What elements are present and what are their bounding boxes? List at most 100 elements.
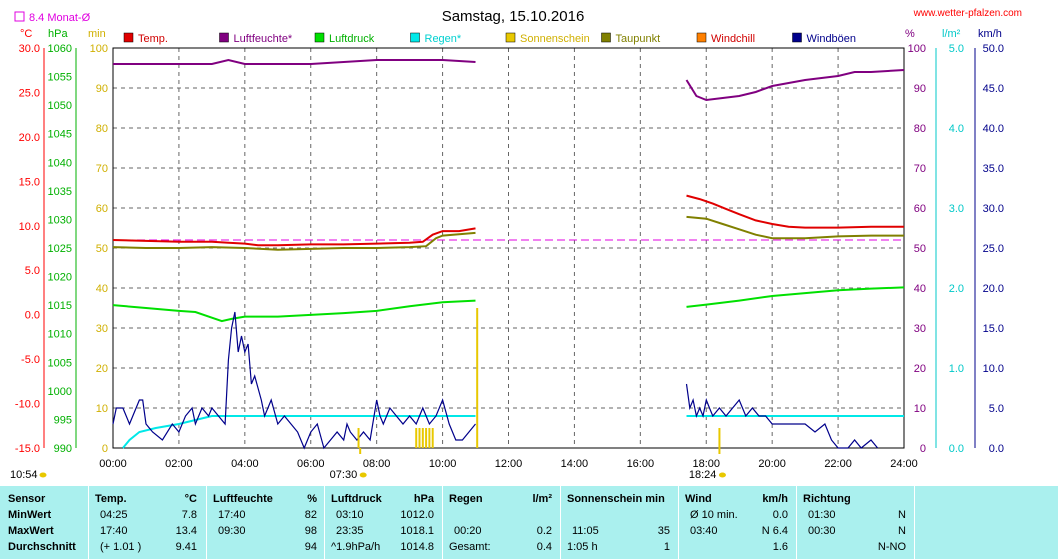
- hdr-humidity-unit: %: [307, 493, 317, 505]
- temp-time: 04:25: [100, 509, 128, 521]
- temp-value: 7.8: [181, 509, 197, 521]
- tick-humidity: 30: [914, 323, 926, 335]
- sun-value: 1: [663, 541, 670, 553]
- legend-swatch-3: [410, 32, 420, 43]
- pressure-value: 1012.0: [400, 509, 434, 521]
- tick-sun: 40: [96, 283, 108, 295]
- humidity-value: 82: [304, 509, 317, 521]
- pressure-time: 23:35: [336, 525, 364, 537]
- tick-temp: 25.0: [19, 87, 40, 99]
- hdr-direction: Richtung: [803, 493, 851, 505]
- series-line: [112, 227, 476, 247]
- humidity-time: 09:30: [218, 525, 246, 537]
- temp-value: 9.41: [175, 541, 197, 553]
- tick-rain: 0.0: [949, 443, 964, 455]
- series-line: [686, 194, 904, 229]
- tick-pressure: 1025: [48, 243, 72, 255]
- legend-label: Windböen: [807, 33, 857, 45]
- rain-value: 0.2: [536, 525, 552, 537]
- tick-x: 16:00: [627, 458, 655, 470]
- tick-pressure: 995: [54, 414, 72, 426]
- series-line: [113, 58, 476, 65]
- tick-x: 06:00: [297, 458, 325, 470]
- tick-humidity: 80: [914, 123, 926, 135]
- stats-row-min: MinWert 04:25 7.8 17:40 82 03:10 1012.0 …: [0, 508, 1058, 523]
- tick-sun: 60: [96, 203, 108, 215]
- tick-x: 24:00: [890, 458, 918, 470]
- hdr-wind: Wind: [685, 493, 712, 505]
- series-line: [122, 415, 476, 449]
- tick-rain: 3.0: [949, 203, 964, 215]
- row-label: MinWert: [8, 509, 52, 521]
- marker-label: 18:24: [689, 469, 717, 481]
- tick-wind: 0.0: [989, 443, 1004, 455]
- tick-x: 08:00: [363, 458, 391, 470]
- wind-time: 03:40: [690, 525, 718, 537]
- marker-label: 07:30: [330, 469, 358, 481]
- divider: [678, 486, 679, 559]
- divider: [206, 486, 207, 559]
- tick-x: 00:00: [99, 458, 127, 470]
- tick-rain: 2.0: [949, 283, 964, 295]
- legend-label: Windchill: [711, 33, 755, 45]
- time-markers: 10:54 07:30 18:24: [10, 448, 726, 481]
- hdr-sun: Sonnenschein min: [567, 493, 665, 505]
- legend-swatch-4: [505, 32, 516, 43]
- legend-label: Regen*: [425, 33, 462, 45]
- tick-x: 14:00: [561, 458, 589, 470]
- tick-sun: 90: [96, 83, 108, 95]
- direction-time: 01:30: [808, 509, 836, 521]
- divider: [796, 486, 797, 559]
- tick-humidity: 0: [920, 443, 926, 455]
- tick-humidity: 20: [914, 363, 926, 375]
- divider: [324, 486, 325, 559]
- site-label: www.wetter-pfalzen.com: [913, 8, 1022, 19]
- humidity-value: 98: [304, 525, 317, 537]
- sun-marker-icon: [718, 472, 726, 478]
- hdr-rain: Regen: [449, 493, 483, 505]
- sun-value: 35: [657, 525, 670, 537]
- weather-chart: Samstag, 15.10.2016 www.wetter-pfalzen.c…: [10, 8, 1022, 481]
- tick-sun: 30: [96, 323, 108, 335]
- legend-swatch-0: [123, 32, 134, 43]
- tick-sun: 70: [96, 163, 108, 175]
- tick-sun: 0: [102, 443, 108, 455]
- tick-x: 10:00: [429, 458, 457, 470]
- tick-wind: 10.0: [983, 363, 1004, 375]
- marker-label: 10:54: [10, 469, 38, 481]
- tick-rain: 1.0: [949, 363, 964, 375]
- monthly-avg-label: 8.4 Monat-Ø: [29, 12, 91, 24]
- tick-pressure: 1000: [48, 386, 72, 398]
- legend-swatch-1: [219, 32, 229, 43]
- tick-wind: 20.0: [983, 283, 1004, 295]
- humidity-time: 17:40: [218, 509, 246, 521]
- tick-wind: 15.0: [983, 323, 1004, 335]
- pressure-value: 1014.8: [400, 541, 434, 553]
- tick-humidity: 60: [914, 203, 926, 215]
- rain-time: 00:20: [454, 525, 482, 537]
- tick-humidity: 100: [908, 43, 926, 55]
- tick-x: 18:00: [692, 458, 720, 470]
- hdr-pressure: Luftdruck: [331, 493, 382, 505]
- tick-wind: 25.0: [983, 243, 1004, 255]
- stats-header-row: Sensor Temp. °C Luftfeuchte % Luftdruck …: [0, 492, 1058, 507]
- wind-time: Ø 10 min.: [690, 509, 738, 521]
- chart-title: Samstag, 15.10.2016: [442, 8, 585, 25]
- series-line: [686, 286, 905, 308]
- series-line: [112, 311, 476, 450]
- tick-rain: 4.0: [949, 123, 964, 135]
- pressure-time: 03:10: [336, 509, 364, 521]
- sun-time: 11:05: [572, 525, 599, 537]
- legend-label: Temp.: [138, 33, 168, 45]
- divider: [914, 486, 915, 559]
- tick-humidity: 40: [914, 283, 926, 295]
- axes: -15.0 -10.0 -5.0 0.0 5.0 10.0 15.0 20.0 25.0 30.0…: [15, 43, 1004, 470]
- legend-swatch-7: [792, 32, 802, 43]
- direction-value: N: [898, 525, 906, 537]
- tick-temp: 15.0: [19, 176, 40, 188]
- tick-temp: 5.0: [25, 265, 40, 277]
- divider: [88, 486, 89, 559]
- wind-value: 0.0: [772, 509, 788, 521]
- row-label: Durchschnitt: [8, 541, 76, 553]
- hdr-temp-unit: °C: [184, 493, 197, 505]
